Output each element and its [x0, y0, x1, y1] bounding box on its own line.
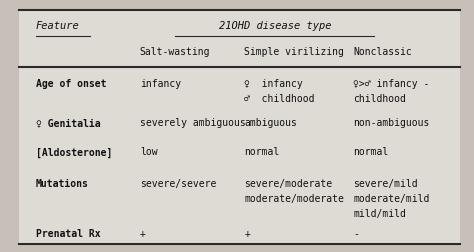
Text: mild/mild: mild/mild — [353, 209, 406, 219]
Text: normal: normal — [244, 147, 279, 158]
Text: [Aldosterone]: [Aldosterone] — [36, 147, 112, 158]
Text: infancy: infancy — [140, 79, 181, 89]
Text: Mutations: Mutations — [36, 179, 89, 189]
Text: severe/moderate: severe/moderate — [244, 179, 332, 189]
Text: low: low — [140, 147, 157, 158]
Text: ♂  childhood: ♂ childhood — [244, 94, 315, 105]
Text: ♀ Genitalia: ♀ Genitalia — [36, 118, 100, 129]
Text: +: + — [140, 229, 146, 239]
Text: childhood: childhood — [353, 94, 406, 105]
Text: Prenatal Rx: Prenatal Rx — [36, 229, 100, 239]
Text: -: - — [353, 229, 359, 239]
Text: non-ambiguous: non-ambiguous — [353, 118, 429, 129]
Text: +: + — [244, 229, 250, 239]
Text: Salt-wasting: Salt-wasting — [140, 47, 210, 57]
Text: Nonclassic: Nonclassic — [353, 47, 412, 57]
Text: moderate/moderate: moderate/moderate — [244, 194, 344, 204]
Text: normal: normal — [353, 147, 388, 158]
Text: severe/mild: severe/mild — [353, 179, 418, 189]
Text: Feature: Feature — [36, 21, 79, 32]
Text: ♀>♂ infancy -: ♀>♂ infancy - — [353, 79, 429, 89]
Text: Age of onset: Age of onset — [36, 79, 106, 89]
Text: Simple virilizing: Simple virilizing — [244, 47, 344, 57]
Text: 21OHD disease type: 21OHD disease type — [219, 21, 331, 32]
Text: moderate/mild: moderate/mild — [353, 194, 429, 204]
FancyBboxPatch shape — [19, 10, 460, 244]
Text: severe/severe: severe/severe — [140, 179, 216, 189]
Text: ambiguous: ambiguous — [244, 118, 297, 129]
Text: ♀  infancy: ♀ infancy — [244, 79, 303, 89]
Text: severely ambiguous: severely ambiguous — [140, 118, 246, 129]
